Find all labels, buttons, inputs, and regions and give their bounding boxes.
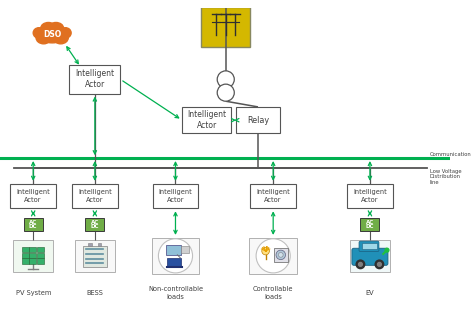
FancyBboxPatch shape	[10, 184, 56, 208]
FancyBboxPatch shape	[36, 258, 44, 264]
FancyBboxPatch shape	[352, 248, 388, 265]
Text: DC: DC	[365, 224, 374, 230]
FancyBboxPatch shape	[29, 253, 36, 258]
Text: Intelligent
Actor: Intelligent Actor	[159, 189, 192, 203]
Ellipse shape	[41, 22, 56, 34]
Ellipse shape	[33, 28, 45, 38]
FancyBboxPatch shape	[249, 238, 297, 274]
Text: Non-controllable
loads: Non-controllable loads	[148, 286, 203, 299]
Text: AC: AC	[91, 220, 99, 225]
FancyBboxPatch shape	[36, 247, 44, 252]
FancyBboxPatch shape	[152, 238, 199, 274]
Text: Intelligent
Actor: Intelligent Actor	[75, 69, 114, 90]
FancyBboxPatch shape	[347, 184, 392, 208]
FancyBboxPatch shape	[182, 107, 231, 134]
Text: Relay: Relay	[247, 116, 269, 125]
FancyBboxPatch shape	[83, 246, 107, 267]
Circle shape	[158, 239, 192, 273]
FancyBboxPatch shape	[201, 7, 250, 47]
FancyBboxPatch shape	[21, 258, 29, 264]
Ellipse shape	[48, 22, 64, 34]
FancyBboxPatch shape	[72, 184, 118, 208]
FancyBboxPatch shape	[153, 184, 198, 208]
FancyBboxPatch shape	[13, 240, 53, 272]
FancyBboxPatch shape	[21, 253, 29, 258]
Ellipse shape	[40, 27, 64, 43]
FancyBboxPatch shape	[69, 65, 120, 94]
Text: EV: EV	[365, 290, 374, 296]
Circle shape	[358, 263, 362, 266]
Circle shape	[278, 253, 283, 257]
Ellipse shape	[36, 31, 51, 44]
Circle shape	[276, 250, 285, 260]
Ellipse shape	[53, 31, 68, 44]
FancyBboxPatch shape	[359, 241, 379, 252]
Text: Controllable
loads: Controllable loads	[253, 286, 293, 299]
Text: Intelligent
Actor: Intelligent Actor	[256, 189, 290, 203]
FancyBboxPatch shape	[181, 246, 189, 253]
FancyBboxPatch shape	[350, 240, 390, 272]
Text: AC: AC	[29, 220, 37, 225]
FancyBboxPatch shape	[166, 245, 181, 255]
Circle shape	[256, 239, 290, 273]
FancyBboxPatch shape	[88, 244, 92, 246]
Text: PV System: PV System	[16, 290, 51, 296]
FancyBboxPatch shape	[36, 253, 44, 258]
FancyBboxPatch shape	[85, 218, 104, 231]
Text: DSO: DSO	[43, 30, 61, 39]
FancyBboxPatch shape	[75, 240, 115, 272]
Text: DC: DC	[91, 224, 99, 230]
Text: AC: AC	[366, 220, 374, 225]
FancyBboxPatch shape	[21, 247, 29, 252]
Text: Low Voltage
Distribution
line: Low Voltage Distribution line	[430, 169, 461, 185]
FancyBboxPatch shape	[29, 258, 36, 264]
Ellipse shape	[60, 28, 71, 38]
Circle shape	[356, 260, 365, 269]
FancyBboxPatch shape	[98, 244, 101, 246]
Text: Intelligent
Actor: Intelligent Actor	[16, 189, 50, 203]
FancyBboxPatch shape	[274, 248, 288, 262]
FancyBboxPatch shape	[167, 258, 182, 267]
Circle shape	[385, 248, 389, 252]
FancyBboxPatch shape	[250, 184, 296, 208]
Circle shape	[217, 84, 234, 101]
FancyBboxPatch shape	[24, 218, 43, 231]
FancyBboxPatch shape	[362, 243, 377, 249]
Text: BESS: BESS	[86, 290, 103, 296]
Circle shape	[217, 71, 234, 88]
Text: Intelligent
Actor: Intelligent Actor	[353, 189, 387, 203]
Circle shape	[377, 263, 381, 266]
Text: DC: DC	[29, 224, 37, 230]
Text: Intelligent
Actor: Intelligent Actor	[187, 110, 227, 130]
FancyBboxPatch shape	[29, 247, 36, 252]
FancyBboxPatch shape	[360, 218, 379, 231]
Text: Intelligent
Actor: Intelligent Actor	[78, 189, 112, 203]
Text: Communication: Communication	[430, 152, 472, 157]
Circle shape	[375, 260, 383, 269]
FancyBboxPatch shape	[236, 107, 280, 134]
Circle shape	[262, 247, 269, 255]
